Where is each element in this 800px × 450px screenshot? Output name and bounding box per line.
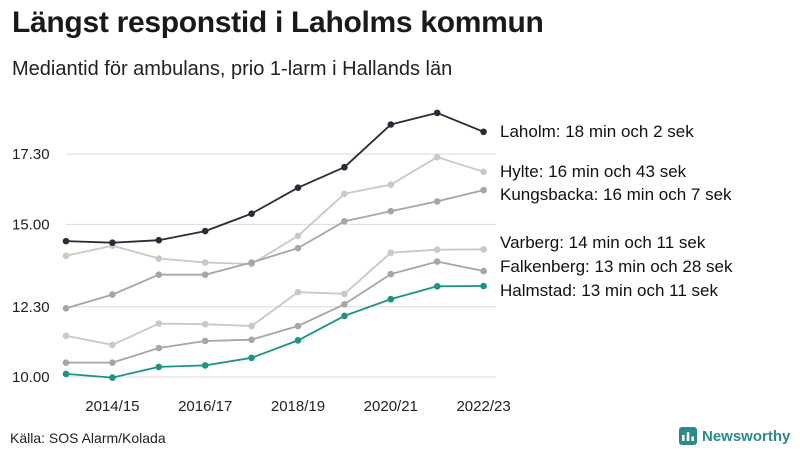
data-point-kungsbacka [248,259,255,266]
data-point-halmstad [387,295,395,303]
data-point-laholm [62,237,70,245]
series-line-varberg [65,248,484,346]
y-tick-label: 15.00 [12,216,50,233]
data-point-varberg [387,249,395,257]
x-tick-label: 2020/21 [364,398,418,415]
data-point-halmstad [155,363,163,371]
newsworthy-logo-icon [679,427,697,445]
data-point-kungsbacka [433,198,441,205]
data-point-halmstad [433,283,441,290]
series-label-halmstad: Halmstad: 13 min och 11 sek [500,281,718,300]
series-varberg [62,246,487,349]
series-hylte [62,153,487,268]
chart-subtitle: Mediantid för ambulans, prio 1-larm i Ha… [12,58,453,80]
data-point-laholm [433,109,441,117]
data-point-halmstad [201,362,209,369]
y-axis-ticks: 10.00 12.30 15.00 17.30 [12,146,50,386]
brand-logo: Newsworthy [679,427,790,445]
data-point-varberg [294,288,302,296]
series-line-falkenberg [66,260,484,364]
series-halmstad [62,282,487,381]
data-point-halmstad [341,312,348,320]
data-point-laholm [155,236,163,244]
data-point-kungsbacka [155,271,163,279]
data-point-hylte [387,181,395,188]
data-point-varberg [62,332,70,340]
source-note: Källa: SOS Alarm/Kolada [10,430,166,446]
series-labels: Laholm: 18 min och 2 sek Hylte: 16 min oc… [500,122,733,300]
data-point-laholm [248,210,255,217]
brand-name: Newsworthy [702,427,791,445]
data-point-falkenberg [248,336,255,344]
series-line-halmstad [65,285,484,379]
data-point-kungsbacka [480,186,487,194]
data-point-varberg [480,246,487,253]
series-label-falkenberg: Falkenberg: 13 min och 28 sek [500,257,733,276]
data-point-varberg [201,320,209,328]
data-point-hylte [62,252,70,260]
data-point-varberg [248,322,255,330]
data-point-hylte [341,190,348,198]
series-lines [62,109,487,381]
series-laholm [62,109,487,246]
data-point-falkenberg [480,267,487,275]
data-point-hylte [201,259,209,266]
data-point-kungsbacka [201,271,209,279]
data-point-laholm [480,128,487,136]
data-point-falkenberg [109,359,116,366]
data-point-halmstad [109,374,116,381]
data-point-laholm [387,121,395,128]
data-point-laholm [109,239,116,246]
x-tick-label: 2016/17 [178,398,232,415]
data-point-laholm [294,184,302,191]
x-tick-label: 2014/15 [85,398,139,415]
data-point-varberg [341,290,348,298]
data-point-kungsbacka [62,305,70,312]
series-line-hylte [65,156,484,265]
data-point-hylte [433,153,441,161]
x-tick-label: 2022/23 [456,398,510,415]
data-point-falkenberg [62,359,70,366]
data-point-kungsbacka [387,207,395,215]
series-falkenberg [62,258,487,366]
series-line-laholm [65,112,484,244]
data-point-kungsbacka [341,217,348,225]
x-tick-label: 2018/19 [271,398,325,415]
data-point-varberg [109,341,116,349]
y-tick-label: 12.30 [12,299,50,316]
data-point-halmstad [480,282,487,290]
data-point-laholm [341,163,348,171]
data-point-hylte [294,232,302,240]
series-kungsbacka [62,186,487,312]
data-point-falkenberg [387,270,395,278]
data-point-halmstad [62,370,70,378]
y-tick-label: 10.00 [12,369,50,386]
series-line-kungsbacka [65,189,484,310]
data-point-falkenberg [433,258,441,265]
data-point-varberg [155,320,163,327]
data-point-hylte [480,168,487,176]
data-point-falkenberg [155,344,163,352]
series-label-kungsbacka: Kungsbacka: 16 min och 7 sek [500,185,732,204]
chart-title: Längst responstid i Laholms kommun [12,6,544,39]
data-point-halmstad [248,354,255,362]
data-point-kungsbacka [109,291,116,298]
series-label-hylte: Hylte: 16 min och 43 sek [500,162,687,181]
series-label-varberg: Varberg: 14 min och 11 sek [500,233,706,252]
data-point-kungsbacka [294,244,302,252]
data-point-falkenberg [341,301,348,308]
gridlines [66,153,496,378]
data-point-falkenberg [294,322,302,330]
data-point-halmstad [294,337,302,344]
data-point-laholm [201,227,209,235]
x-axis-ticks: 2014/15 2016/17 2018/19 2020/21 2022/23 [85,398,510,415]
y-tick-label: 17.30 [12,146,50,163]
data-point-falkenberg [201,337,209,345]
series-label-laholm: Laholm: 18 min och 2 sek [500,122,694,141]
data-point-varberg [433,246,441,253]
data-point-hylte [155,255,163,262]
